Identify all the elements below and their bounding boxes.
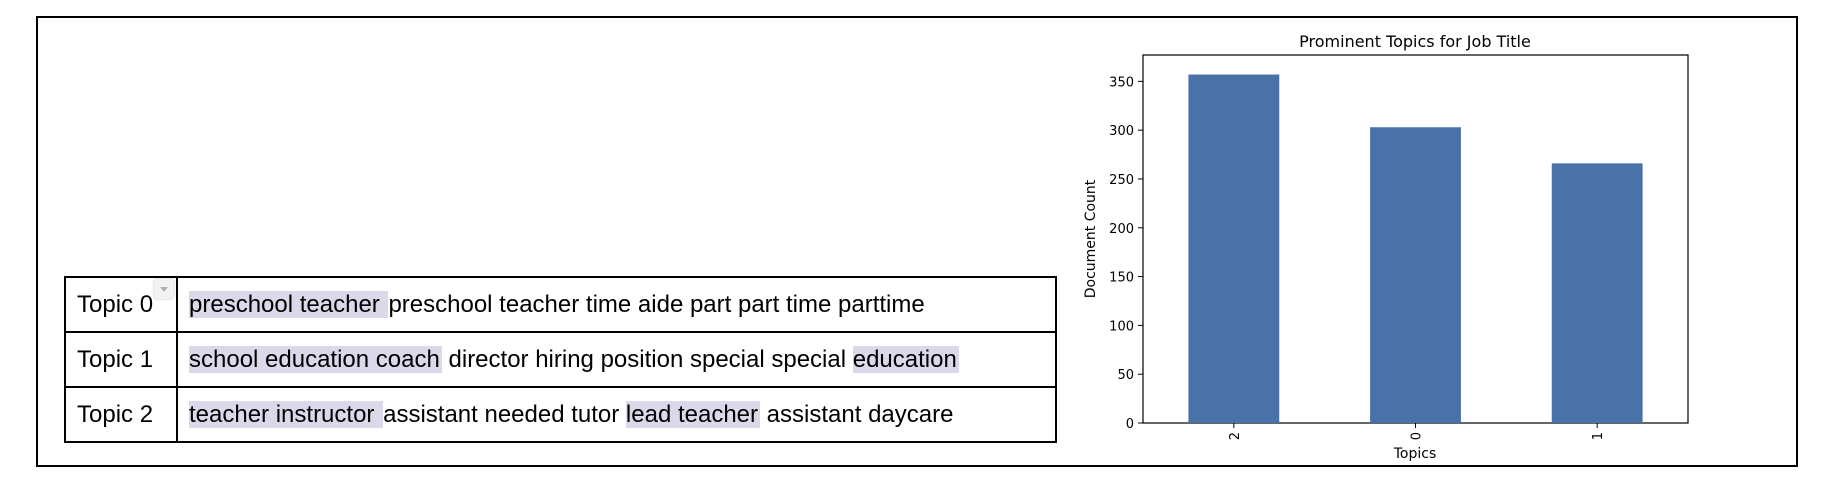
topic-words-cell: school education coach director hiring p… <box>176 331 1057 388</box>
highlighted-phrase: education <box>852 345 959 373</box>
topic-words-cell: preschool teacher preschool teacher time… <box>176 276 1057 333</box>
topic-label: Topic 0 <box>77 290 154 318</box>
table-row: Topic 1 school education coach director … <box>64 331 1057 388</box>
bar <box>1370 127 1461 423</box>
y-tick-label: 100 <box>1109 319 1134 334</box>
output-frame <box>36 16 1798 467</box>
y-tick-label: 300 <box>1109 124 1134 139</box>
topic-words-cell: teacher instructor assistant needed tuto… <box>176 386 1057 443</box>
y-tick-label: 350 <box>1109 75 1134 90</box>
bar <box>1188 74 1280 423</box>
table-row: Topic 0 preschool teacher preschool teac… <box>64 276 1057 333</box>
table-row: Topic 2 teacher instructor assistant nee… <box>64 386 1057 443</box>
topic-words: preschool teacher time aide part part ti… <box>388 290 925 318</box>
x-tick-label: 2 <box>1228 432 1243 440</box>
y-tick-label: 0 <box>1126 417 1134 432</box>
topic-label: Topic 1 <box>77 345 154 373</box>
highlighted-phrase: preschool teacher <box>189 290 389 318</box>
topic-label-cell: Topic 1 <box>64 331 178 388</box>
bar-chart: Prominent Topics for Job Title 0 50 100 150… <box>1083 32 1689 462</box>
highlighted-phrase: school education coach <box>189 345 442 373</box>
chevron-down-icon[interactable] <box>154 278 174 299</box>
x-axis-label: Topics <box>1393 446 1437 462</box>
y-tick-label: 250 <box>1109 173 1134 188</box>
topic-label-cell: Topic 0 <box>64 276 178 333</box>
highlighted-phrase: lead teacher <box>625 400 761 428</box>
x-tick-label: 1 <box>1591 432 1606 440</box>
y-tick-label: 200 <box>1109 222 1134 237</box>
chart-title: Prominent Topics for Job Title <box>1299 32 1531 51</box>
highlighted-phrase: teacher instructor <box>189 400 384 428</box>
topic-words: assistant needed tutor <box>383 400 626 428</box>
topics-table: Topic 0 preschool teacher preschool teac… <box>64 276 1057 443</box>
topic-words: assistant daycare <box>760 400 954 428</box>
y-axis-label: Document Count <box>1083 179 1099 298</box>
topic-words: director hiring position special special <box>441 345 853 373</box>
y-tick-label: 50 <box>1117 368 1134 383</box>
topic-label: Topic 2 <box>77 400 154 428</box>
topic-label-cell: Topic 2 <box>64 386 178 443</box>
bar <box>1551 163 1643 423</box>
y-tick-label: 150 <box>1109 271 1134 286</box>
x-tick-label: 0 <box>1410 432 1425 440</box>
